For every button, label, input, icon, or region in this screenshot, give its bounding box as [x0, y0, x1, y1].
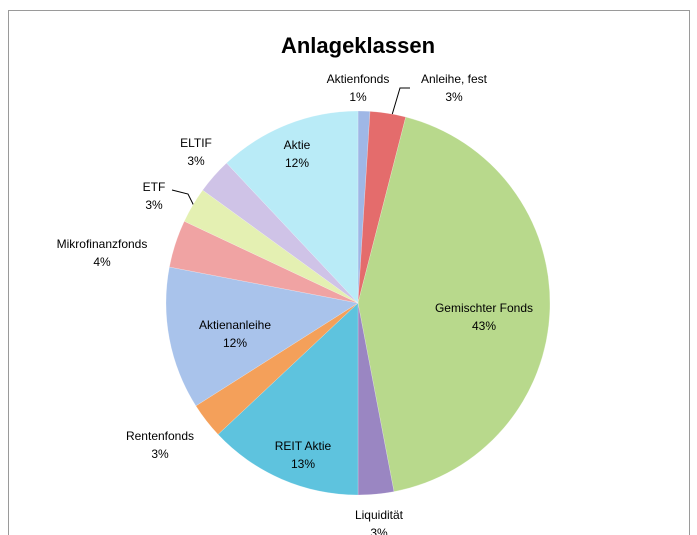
slice-label: Liquidität: [355, 508, 404, 522]
chart-title: Anlageklassen: [281, 33, 435, 58]
slice-label: Gemischter Fonds: [435, 301, 533, 315]
pie-slice: [357, 116, 551, 492]
slice-label: ELTIF: [180, 136, 212, 150]
slice-value-label: 3%: [187, 154, 205, 168]
slice-label: Aktienfonds: [327, 72, 390, 86]
slice-value-label: 1%: [349, 90, 367, 104]
pie-slice: [169, 220, 359, 304]
pie-slice: [226, 110, 359, 304]
frame: [8, 10, 690, 535]
pie-slice: [165, 266, 359, 407]
pie-slice: [183, 189, 359, 304]
slice-label: Aktienanleihe: [199, 318, 271, 332]
slice-value-label: 3%: [145, 198, 163, 212]
pie-slice: [202, 162, 359, 304]
slice-label: Anleihe, fest: [421, 72, 488, 86]
slice-value-label: 12%: [223, 336, 247, 350]
slice-value-label: 3%: [445, 90, 463, 104]
slice-value-label: 3%: [370, 526, 388, 535]
slice-label: ETF: [143, 180, 166, 194]
pie-slice: [217, 302, 359, 496]
pie-slice: [357, 110, 371, 304]
slice-value-label: 13%: [291, 457, 315, 471]
slice-value-label: 43%: [472, 319, 496, 333]
slice-value-label: 4%: [93, 255, 111, 269]
slice-label: Aktie: [284, 138, 311, 152]
pie-slice: [195, 302, 359, 435]
pie-slice: [357, 111, 407, 304]
slice-label: Mikrofinanzfonds: [57, 237, 148, 251]
slice-value-label: 12%: [285, 156, 309, 170]
leader-line: [391, 87, 410, 116]
pie-slice: [357, 302, 395, 496]
slice-label: Rentenfonds: [126, 429, 194, 443]
slice-value-label: 3%: [151, 447, 169, 461]
slice-label: REIT Aktie: [275, 439, 332, 453]
